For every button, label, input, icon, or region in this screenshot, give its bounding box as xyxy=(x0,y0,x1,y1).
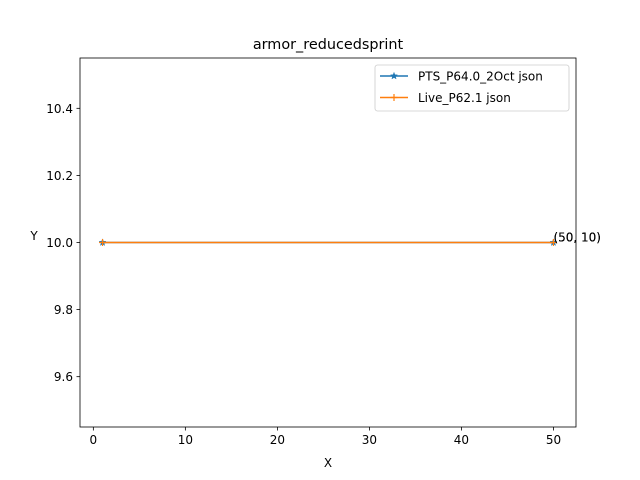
x-tick-label: 0 xyxy=(90,433,98,447)
data-point-series-2 xyxy=(99,239,107,246)
point-annotation: (50, 10) xyxy=(553,231,601,245)
y-tick-label: 9.8 xyxy=(54,303,73,317)
x-tick-label: 20 xyxy=(270,433,285,447)
data-point-series-2 xyxy=(549,239,557,246)
y-tick-label: 10.4 xyxy=(46,102,73,116)
plot-area: 0 10 20 30 40 509.69.810.010.210.4(50, 10)(50… xyxy=(46,57,601,447)
legend-label-1: PTS_P64.0_2Oct json xyxy=(418,70,543,84)
legend-label-2: Live_P62.1 json xyxy=(418,91,511,105)
x-tick-label: 30 xyxy=(362,433,377,447)
legend-box xyxy=(374,64,570,112)
legend-marker-2 xyxy=(390,94,398,101)
x-tick-label: 40 xyxy=(454,433,469,447)
y-axis-label: Y xyxy=(29,229,38,243)
x-tick-label: 10 xyxy=(178,433,193,447)
point-annotation: (50, 10) xyxy=(553,231,601,245)
x-tick-label: 50 xyxy=(546,433,561,447)
chart-title: armor_reducedsprint xyxy=(253,37,404,53)
y-tick-label: 10.2 xyxy=(46,169,73,183)
y-tick-label: 9.6 xyxy=(54,370,73,384)
x-axis-label: X xyxy=(324,456,332,470)
y-tick-label: 10.0 xyxy=(46,236,73,250)
legend-marker-1 xyxy=(389,71,399,80)
